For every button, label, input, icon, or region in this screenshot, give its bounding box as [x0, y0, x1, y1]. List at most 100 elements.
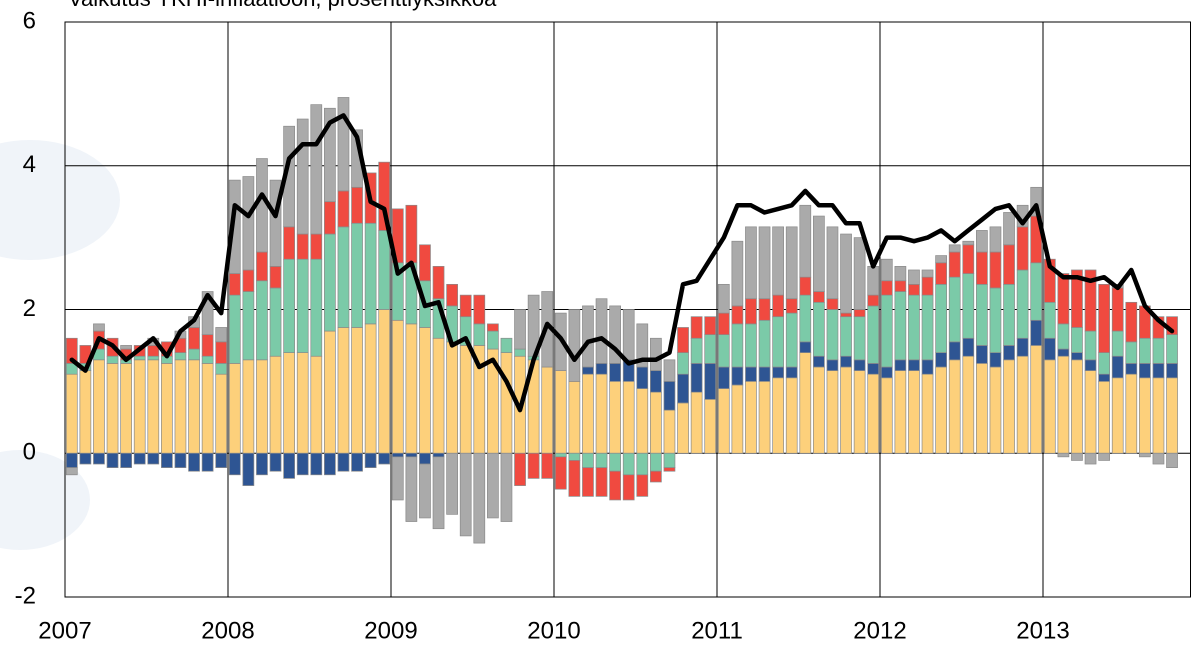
bar-segment [1166, 363, 1178, 379]
bar-segment [405, 323, 418, 454]
bar-segment [93, 359, 105, 454]
bar-segment [283, 452, 295, 479]
bar-segment [731, 384, 744, 454]
bar-segment [65, 452, 78, 468]
bar-segment [568, 460, 581, 497]
bar-segment [337, 452, 350, 472]
bar-segment [948, 276, 961, 343]
bar-segment [120, 345, 132, 350]
bar-segment [364, 323, 377, 454]
bar-segment [826, 370, 839, 454]
bar-segment [351, 452, 363, 472]
bar-segment [935, 366, 947, 454]
bar-segment [106, 452, 119, 468]
bar-segment [106, 363, 119, 454]
bar-segment [772, 316, 784, 368]
bar-segment [908, 359, 920, 371]
bar-segment [704, 363, 717, 400]
bar-segment [459, 452, 472, 537]
bar-segment [704, 398, 717, 454]
bar-segment [1125, 373, 1138, 454]
bar-segment [840, 316, 852, 357]
bar-segment [595, 452, 608, 468]
bar-segment [976, 363, 988, 454]
bar-segment [650, 370, 662, 393]
bar-segment [908, 370, 920, 454]
bar-segment [745, 366, 757, 382]
bar-segment [758, 319, 771, 368]
bar-segment [201, 363, 214, 454]
bar-segment [1016, 226, 1029, 271]
bar-segment [785, 312, 798, 368]
bar-segment [636, 452, 649, 476]
bar-segment [310, 233, 323, 260]
bar-segment [622, 452, 635, 476]
bar-segment [690, 337, 703, 364]
bar-segment [731, 305, 744, 325]
bar-segment [813, 355, 825, 368]
bar-segment [867, 363, 880, 375]
bar-segment [500, 352, 513, 454]
bar-segment [337, 190, 350, 228]
bar-segment [935, 262, 947, 285]
bar-segment [568, 452, 581, 461]
bar-segment [1098, 452, 1110, 461]
bar-segment [636, 323, 649, 368]
bar-segment [1030, 319, 1043, 346]
bar-segment [745, 298, 757, 325]
y-tick-label: 4 [23, 151, 36, 178]
bar-segment [1084, 452, 1097, 465]
bar-segment [1043, 359, 1056, 454]
bar-segment [133, 355, 146, 361]
bar-segment [677, 352, 689, 375]
bar-segment [161, 452, 173, 468]
bar-segment [1125, 301, 1138, 343]
bar-segment [296, 118, 309, 235]
bar-segment [378, 161, 391, 231]
bar-segment [894, 359, 907, 371]
bar-segment [935, 352, 947, 368]
bar-segment [813, 215, 825, 292]
bar-segment [1016, 269, 1029, 339]
bar-segment [419, 327, 431, 454]
bar-segment [826, 359, 839, 371]
bar-segment [636, 366, 649, 389]
bar-segment [215, 452, 228, 468]
bar-segment [324, 201, 336, 235]
bar-segment [1030, 262, 1043, 321]
bar-segment [853, 309, 866, 318]
bar-segment [269, 355, 282, 454]
bar-segment [391, 452, 404, 458]
bar-segment [731, 366, 744, 386]
bar-segment [663, 409, 676, 454]
bar-segment [582, 452, 594, 468]
bar-segment [65, 337, 78, 364]
bar-segment [880, 366, 893, 379]
bar-segment [582, 366, 594, 375]
bar-segment [1057, 452, 1070, 458]
bar-segment [677, 373, 689, 404]
bar-segment [1084, 269, 1097, 332]
bar-segment [269, 179, 282, 267]
bar-segment [364, 222, 377, 325]
bar-segment [908, 283, 920, 296]
bar-segment [731, 240, 744, 307]
bar-segment [541, 452, 554, 479]
bar-segment [473, 323, 486, 346]
bar-segment [785, 226, 798, 300]
bar-segment [717, 312, 730, 336]
bar-segment [147, 452, 160, 465]
bar-segment [908, 269, 920, 285]
bar-segment [419, 452, 431, 465]
bar-segment [378, 452, 391, 465]
bar-segment [1152, 452, 1165, 465]
bar-segment [582, 467, 594, 497]
bar-segment [1084, 370, 1097, 454]
bar-segment [813, 291, 825, 303]
bar-segment [677, 402, 689, 454]
bar-segment [1057, 348, 1070, 357]
bar-segment [364, 452, 377, 468]
bar-segment [514, 452, 526, 486]
bar-segment [296, 452, 309, 476]
bar-segment [880, 377, 893, 454]
